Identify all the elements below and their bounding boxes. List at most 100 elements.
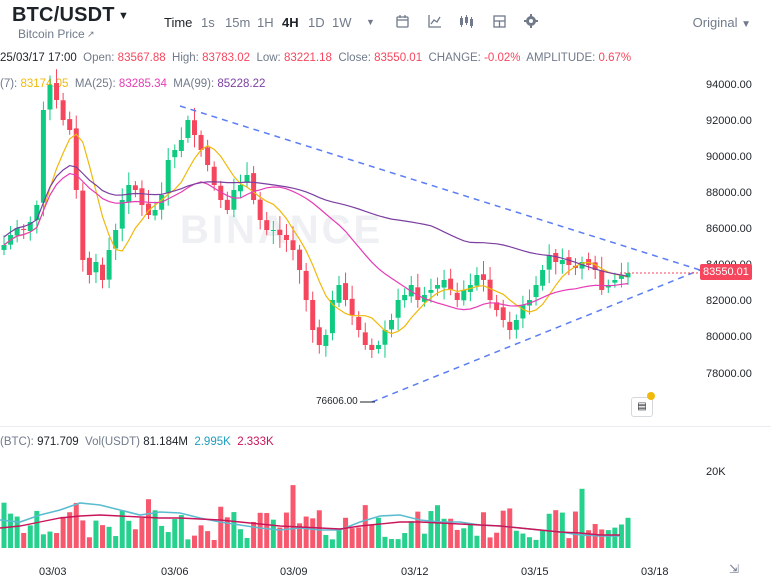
timeframe-1h[interactable]: 1H	[257, 15, 274, 30]
time-tick: 03/18	[641, 566, 669, 578]
layout-icon[interactable]	[493, 15, 506, 28]
volume-bar	[152, 510, 158, 548]
candle-body	[356, 316, 362, 330]
axis-settings-icon[interactable]: ⇲	[729, 562, 740, 576]
candle-body	[494, 302, 500, 310]
volume-bar	[270, 519, 276, 548]
volume-bar	[303, 516, 309, 548]
candle-body	[592, 262, 598, 270]
candle-body	[67, 119, 73, 130]
price-tick: 86000.00	[706, 223, 752, 235]
candle-body	[343, 283, 349, 300]
volume-bar	[382, 536, 388, 548]
symbol-dropdown-caret-icon[interactable]: ▼	[118, 10, 129, 22]
candlestick-type-icon[interactable]	[460, 15, 473, 28]
timeframe-15m[interactable]: 15m	[225, 15, 251, 30]
high-label: High:	[172, 52, 199, 64]
calendar-icon[interactable]	[396, 15, 409, 28]
candle-body	[303, 270, 309, 300]
timeframe-1w[interactable]: 1W	[332, 15, 352, 30]
symbol-subtitle[interactable]: Bitcoin Price	[18, 27, 85, 41]
volume-bar	[435, 505, 441, 548]
candle-body	[513, 320, 519, 330]
candle-body	[329, 300, 335, 334]
view-mode-select[interactable]: Original ▼	[693, 15, 751, 30]
volume-bar	[402, 533, 408, 548]
volume-bar	[237, 529, 243, 548]
ma7-label: (7):	[0, 78, 18, 90]
candle-body	[369, 344, 375, 350]
volume-bar	[408, 521, 414, 548]
more-timeframes-icon[interactable]: ▼	[366, 17, 375, 27]
indicator-icon[interactable]	[428, 15, 441, 28]
candle-body	[323, 335, 329, 346]
candle-body	[428, 290, 434, 293]
gear-icon[interactable]	[524, 14, 538, 28]
candle-body	[533, 285, 539, 298]
external-link-icon[interactable]: ↗	[87, 29, 95, 39]
ohlc-info: 25/03/17 17:00 Open: 83567.88 High: 8378…	[0, 52, 631, 64]
volume-bar	[14, 516, 20, 548]
volume-bar	[264, 513, 270, 548]
amplitude-value: 0.67%	[598, 52, 632, 64]
volume-bar	[67, 512, 73, 548]
symbol-title[interactable]: BTC/USDT	[12, 4, 115, 26]
vol-btc-value: 971.709	[37, 436, 79, 448]
volume-bar	[605, 530, 611, 548]
volume-bar	[520, 533, 526, 548]
volume-bar	[487, 537, 493, 548]
candle-body	[507, 321, 513, 330]
pane-divider	[0, 426, 771, 427]
price-tick: 78000.00	[706, 368, 752, 380]
volume-bar	[323, 534, 329, 548]
volume-bar	[139, 517, 145, 548]
candle-body	[218, 185, 224, 200]
calculator-button[interactable]: ▤	[631, 397, 653, 417]
candle-body	[14, 228, 20, 236]
candle-body	[113, 230, 119, 249]
candle-body	[1, 245, 7, 250]
ma25-value: 83285.34	[118, 78, 167, 90]
candle-body	[375, 345, 381, 349]
volume-bar	[244, 537, 250, 548]
candle-body	[362, 332, 368, 345]
volume-bar	[218, 506, 224, 548]
trendline-lower	[371, 269, 701, 403]
candle-body	[172, 150, 178, 158]
trendline-upper	[179, 105, 701, 271]
candle-body	[100, 264, 106, 280]
candle-body	[211, 166, 217, 185]
volume-bar	[389, 539, 395, 548]
price-tick: 92000.00	[706, 115, 752, 127]
candle-body	[316, 327, 322, 345]
volume-bar	[566, 538, 572, 548]
candle-body	[500, 307, 506, 320]
volume-bar	[159, 525, 165, 548]
candle-body	[86, 257, 92, 275]
volume-bar	[415, 511, 421, 548]
ma-info: (7): 83174.05 MA(25): 83285.34 MA(99): 8…	[0, 78, 265, 90]
ma99-line	[3, 164, 629, 277]
candle-body	[132, 185, 138, 190]
candle-body	[441, 280, 447, 288]
low-label: Low:	[256, 52, 281, 64]
candle-body	[625, 273, 631, 278]
volume-bar	[172, 519, 178, 548]
timeframe-4h[interactable]: 4H	[282, 15, 299, 30]
candle-body	[257, 199, 263, 220]
volume-bar	[211, 539, 217, 548]
candle-body	[546, 255, 552, 270]
ma99-label: MA(99):	[173, 78, 215, 90]
candle-body	[480, 274, 486, 280]
timeframe-1d[interactable]: 1D	[308, 15, 325, 30]
low-price-marker: 76606.00	[316, 396, 358, 407]
candle-body	[40, 110, 46, 203]
timeframe-1s[interactable]: 1s	[201, 15, 215, 30]
volume-bar	[329, 539, 335, 548]
volume-bar	[100, 525, 106, 548]
ma25-label: MA(25):	[74, 78, 116, 90]
price-tick: 80000.00	[706, 331, 752, 343]
volume-bar	[559, 512, 565, 548]
candle-body	[454, 292, 460, 300]
